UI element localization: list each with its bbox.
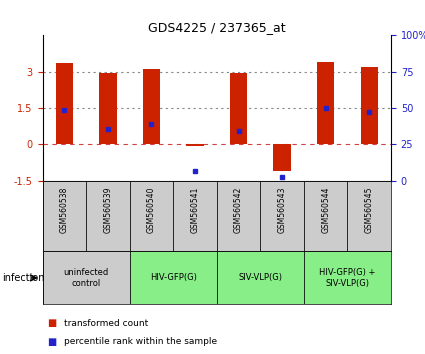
Bar: [186, 144, 204, 146]
Text: GSM560541: GSM560541: [190, 186, 199, 233]
Text: GSM560542: GSM560542: [234, 186, 243, 233]
Title: GDS4225 / 237365_at: GDS4225 / 237365_at: [148, 21, 286, 34]
Bar: [143, 69, 160, 144]
Text: uninfected
control: uninfected control: [63, 268, 109, 287]
Text: GSM560540: GSM560540: [147, 186, 156, 233]
FancyBboxPatch shape: [173, 181, 217, 251]
FancyBboxPatch shape: [130, 251, 217, 304]
FancyBboxPatch shape: [42, 251, 130, 304]
FancyBboxPatch shape: [304, 251, 391, 304]
FancyBboxPatch shape: [347, 181, 391, 251]
Text: percentile rank within the sample: percentile rank within the sample: [64, 337, 217, 346]
FancyBboxPatch shape: [86, 181, 130, 251]
Text: transformed count: transformed count: [64, 319, 148, 328]
Text: GSM560543: GSM560543: [278, 186, 286, 233]
Bar: [317, 62, 334, 144]
FancyBboxPatch shape: [42, 181, 86, 251]
Text: GSM560539: GSM560539: [103, 186, 112, 233]
Text: HIV-GFP(G): HIV-GFP(G): [150, 273, 197, 282]
Text: GSM560545: GSM560545: [365, 186, 374, 233]
FancyBboxPatch shape: [130, 181, 173, 251]
FancyBboxPatch shape: [217, 181, 260, 251]
Bar: [230, 73, 247, 144]
Text: infection: infection: [2, 273, 45, 283]
FancyBboxPatch shape: [304, 181, 347, 251]
Text: HIV-GFP(G) +
SIV-VLP(G): HIV-GFP(G) + SIV-VLP(G): [319, 268, 376, 287]
Text: SIV-VLP(G): SIV-VLP(G): [238, 273, 282, 282]
Text: ■: ■: [47, 318, 56, 328]
Bar: [99, 73, 116, 144]
Text: GSM560544: GSM560544: [321, 186, 330, 233]
Text: ■: ■: [47, 337, 56, 347]
Bar: [360, 67, 378, 144]
Bar: [56, 63, 73, 144]
Bar: [273, 144, 291, 171]
FancyBboxPatch shape: [217, 251, 304, 304]
FancyBboxPatch shape: [260, 181, 304, 251]
Text: GSM560538: GSM560538: [60, 186, 69, 233]
